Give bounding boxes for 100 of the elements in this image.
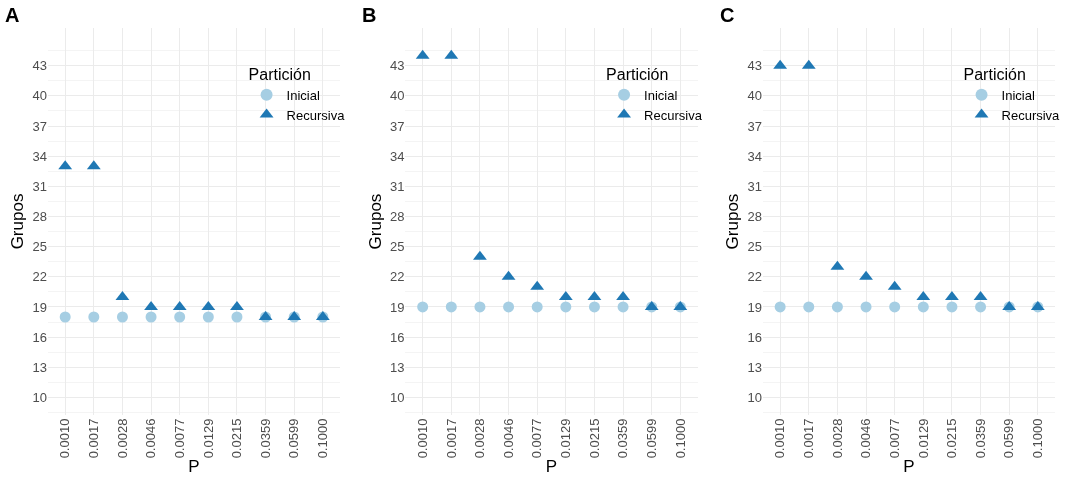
point (445, 301, 457, 313)
y-tick-label: 28 (32, 209, 47, 225)
legend-title: Partición (963, 65, 1026, 83)
y-tick-label: 25 (32, 239, 47, 255)
point (945, 290, 959, 300)
y-tick-label: 10 (747, 389, 762, 405)
y-tick-label: 16 (32, 329, 47, 345)
legend-title: Partición (606, 65, 669, 83)
x-tick-label: 0.0077 (529, 418, 545, 459)
y-tick-label: 16 (390, 329, 405, 345)
x-tick-label: 0.0077 (171, 418, 187, 459)
y-tick-label: 13 (390, 359, 405, 375)
x-tick-label: 0.0129 (200, 418, 216, 459)
x-tick-label: 0.0010 (414, 418, 430, 459)
point (859, 270, 873, 280)
point (774, 301, 786, 313)
x-tick-label: 0.0010 (57, 418, 73, 459)
y-tick-label: 34 (747, 148, 762, 164)
y-tick-label: 31 (747, 178, 762, 194)
legend-label: Inicial (644, 87, 678, 103)
point (144, 300, 158, 310)
y-tick-label: 31 (32, 178, 47, 194)
y-tick-label: 22 (390, 269, 405, 285)
y-tick-label: 31 (390, 178, 405, 194)
y-tick-label: 37 (747, 118, 762, 134)
legend-title: Partición (248, 65, 311, 83)
x-tick-label: 0.0046 (500, 418, 516, 459)
x-tick-label: 0.0359 (972, 418, 988, 459)
y-tick-label: 37 (390, 118, 405, 134)
y-tick-label: 19 (747, 299, 762, 315)
y-tick-label: 19 (390, 299, 405, 315)
x-tick-label: 0.0010 (772, 418, 788, 459)
y-axis-title: Grupos (365, 193, 385, 250)
point (946, 301, 958, 313)
x-tick-label: 0.0215 (944, 418, 960, 459)
point (116, 311, 128, 323)
y-tick-label: 43 (390, 58, 405, 74)
x-tick-label: 0.0017 (801, 418, 817, 459)
x-tick-label: 0.0129 (915, 418, 931, 459)
y-tick-label: 34 (390, 148, 405, 164)
y-tick-label: 10 (32, 389, 47, 405)
x-tick-label: 0.1000 (672, 418, 688, 459)
x-tick-label: 0.0077 (886, 418, 902, 459)
x-tick-label: 0.1000 (315, 418, 331, 459)
point (174, 311, 186, 323)
point (560, 301, 572, 313)
x-tick-label: 0.0017 (86, 418, 102, 459)
x-tick-label: 0.0359 (615, 418, 631, 459)
point (917, 301, 929, 313)
point (831, 301, 843, 313)
x-tick-label: 0.0359 (257, 418, 273, 459)
x-tick-label: 0.0215 (229, 418, 245, 459)
x-tick-label: 0.0046 (858, 418, 874, 459)
x-tick-label: 0.0599 (286, 418, 302, 459)
chart-title: A (5, 4, 20, 26)
point (975, 301, 987, 313)
x-tick-label: 0.0028 (829, 418, 845, 459)
y-tick-label: 16 (747, 329, 762, 345)
legend-label: Recursiva (286, 107, 346, 123)
y-tick-label: 28 (747, 209, 762, 225)
y-axis-title: Grupos (8, 193, 28, 250)
y-tick-label: 40 (747, 88, 762, 104)
point (803, 301, 815, 313)
legend-label: Recursiva (644, 107, 703, 123)
legend-label: Inicial (286, 87, 320, 103)
y-tick-label: 34 (32, 148, 47, 164)
point (59, 311, 71, 323)
point (474, 301, 486, 313)
y-tick-label: 10 (390, 389, 405, 405)
x-tick-label: 0.0215 (586, 418, 602, 459)
y-axis-title: Grupos (723, 193, 743, 250)
point (860, 301, 872, 313)
point (88, 311, 100, 323)
y-tick-label: 13 (747, 359, 762, 375)
x-axis-title: P (188, 456, 200, 476)
y-tick-label: 19 (32, 299, 47, 315)
chart-title: C (720, 4, 735, 26)
point (202, 311, 214, 323)
y-tick-label: 43 (747, 58, 762, 74)
point (616, 290, 630, 300)
y-tick-label: 43 (32, 58, 47, 74)
point (531, 301, 543, 313)
point (617, 301, 629, 313)
point (145, 311, 157, 323)
x-tick-label: 0.1000 (1030, 418, 1046, 459)
y-tick-label: 40 (32, 88, 47, 104)
x-tick-label: 0.0599 (1001, 418, 1017, 459)
point (230, 300, 244, 310)
y-tick-label: 13 (32, 359, 47, 375)
point (588, 301, 600, 313)
y-tick-label: 40 (390, 88, 405, 104)
x-tick-label: 0.0046 (143, 418, 159, 459)
x-tick-label: 0.0028 (472, 418, 488, 459)
y-tick-label: 28 (390, 209, 405, 225)
x-tick-label: 0.0129 (558, 418, 574, 459)
y-tick-label: 22 (747, 269, 762, 285)
y-tick-label: 25 (390, 239, 405, 255)
x-axis-title: P (545, 456, 558, 476)
x-tick-label: 0.0599 (643, 418, 659, 459)
x-axis-title: P (903, 456, 915, 476)
